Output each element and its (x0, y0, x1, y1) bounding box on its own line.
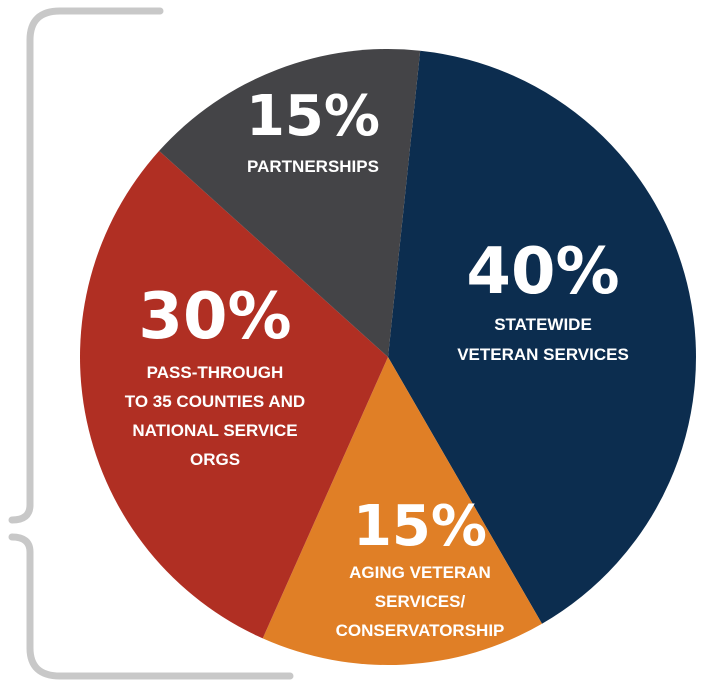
pie-slice-2 (262, 357, 542, 665)
pie-slice-3 (80, 150, 388, 639)
pie-labels: 40% STATEWIDE VETERAN SERVICES 15% AGING VET… (125, 84, 629, 640)
bracket-top (8, 7, 164, 524)
slice-caption-4-line-1: PARTNERSHIPS (247, 157, 379, 176)
slice-percent-label-4: 15% (246, 84, 380, 149)
slice-caption-2-line-1: AGING VETERAN (349, 563, 491, 582)
slice-caption-2-line-2: SERVICES/ (375, 592, 466, 611)
slice-caption-2-line-3: CONSERVATORSHIP (336, 621, 505, 640)
slice-percent-label-3: 30% (138, 280, 291, 354)
pie-slice-4 (159, 49, 421, 358)
slice-caption-1-line-2: VETERAN SERVICES (457, 345, 629, 364)
bracket-bottom (8, 533, 294, 680)
slice-caption-3-line-4: ORGS (190, 450, 240, 469)
slice-percent-label-1: 40% (466, 235, 619, 309)
slice-caption-1-line-1: STATEWIDE (494, 315, 592, 334)
bracket (8, 7, 294, 680)
pie-slices (80, 49, 697, 665)
slice-caption-3-line-2: TO 35 COUNTIES AND (125, 392, 305, 411)
pie-slice-1 (388, 50, 697, 624)
slice-caption-3-line-1: PASS-THROUGH (147, 363, 284, 382)
slice-percent-label-2: 15% (353, 494, 487, 559)
slice-caption-3-line-3: NATIONAL SERVICE (132, 421, 297, 440)
